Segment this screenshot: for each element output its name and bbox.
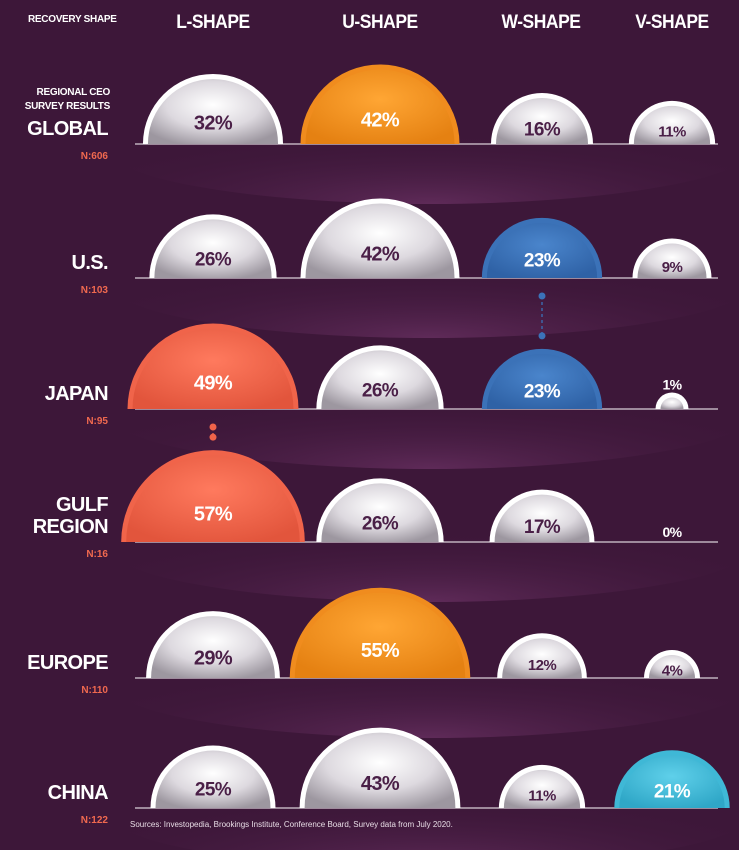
dome-u-s-w-shape	[481, 217, 603, 278]
value-label-global-w-shape: 16%	[524, 119, 561, 140]
n-label-japan: N:95	[86, 416, 108, 427]
dome-gulf-region-l-shape-fill	[126, 455, 300, 542]
n-label-europe: N:110	[81, 685, 108, 696]
dome-europe-l-shape	[146, 611, 280, 678]
region-label-europe: EUROPE	[27, 652, 108, 674]
value-label-china-w-shape: 11%	[528, 788, 556, 805]
dome-china-u-shape-fill	[304, 732, 456, 808]
region-label-u-s: U.S.	[71, 252, 109, 274]
column-header-w-shape: W-SHAPE	[501, 12, 581, 33]
n-label-u-s: N:103	[80, 285, 108, 296]
dome-europe-w-shape-fill	[502, 638, 582, 678]
value-label-japan-v-shape: 1%	[662, 377, 682, 393]
dome-japan-w-shape-fill	[486, 353, 598, 409]
column-header-l-shape: L-SHAPE	[176, 12, 250, 33]
connector-japan-gulf-region-dot-bottom	[209, 433, 217, 441]
value-label-u-s-v-shape: 9%	[662, 259, 683, 276]
value-label-japan-w-shape: 23%	[524, 381, 561, 402]
dome-gulf-region-w-shape-fill	[494, 494, 590, 542]
value-label-europe-w-shape: 12%	[528, 657, 556, 674]
value-label-global-l-shape: 32%	[194, 113, 233, 135]
dome-europe-u-shape-fill	[294, 592, 466, 678]
connector-japan-gulf-region	[209, 423, 217, 441]
dome-japan-v-shape-fill	[660, 397, 684, 409]
dome-china-v-shape	[614, 750, 730, 808]
dome-global-w-shape-fill	[496, 98, 588, 144]
dome-global-v-shape-fill	[633, 105, 711, 144]
dome-japan-l-shape-fill	[132, 328, 294, 409]
dome-global-u-shape	[300, 64, 460, 144]
column-header-u-shape: U-SHAPE	[342, 12, 418, 33]
dome-global-l-shape	[142, 73, 284, 144]
dome-gulf-region-u-shape-fill	[321, 483, 439, 542]
dome-u-s-u-shape	[300, 198, 460, 278]
dome-u-s-v-shape-fill	[637, 243, 707, 278]
dome-china-l-shape-fill	[155, 750, 271, 808]
value-label-global-u-shape: 42%	[361, 109, 400, 131]
value-label-china-l-shape: 25%	[195, 780, 232, 801]
dome-china-v-shape-fill	[619, 755, 725, 808]
dome-europe-l-shape-fill	[151, 616, 275, 678]
dome-europe-u-shape	[289, 587, 471, 678]
dome-japan-u-shape-fill	[321, 350, 439, 409]
value-label-global-v-shape: 11%	[658, 124, 686, 141]
dome-global-u-shape-fill	[305, 69, 455, 144]
dome-u-s-w-shape-fill	[486, 222, 598, 278]
region-label-japan: JAPAN	[44, 383, 109, 405]
value-label-japan-l-shape: 49%	[194, 372, 233, 394]
value-label-gulf-region-v-shape: 0%	[662, 524, 682, 540]
value-label-europe-v-shape: 4%	[662, 663, 683, 680]
dome-japan-l-shape	[127, 323, 299, 409]
connector-u-s-japan-dot-bottom	[538, 332, 546, 340]
connector-japan-gulf-region-dot-top	[209, 423, 217, 431]
dome-europe-v-shape	[644, 650, 700, 678]
value-label-china-u-shape: 43%	[361, 773, 400, 795]
value-label-europe-l-shape: 29%	[194, 648, 233, 670]
connector-u-s-japan	[538, 292, 546, 340]
dome-japan-u-shape	[316, 345, 444, 409]
value-label-japan-u-shape: 26%	[362, 380, 399, 401]
value-label-u-s-u-shape: 42%	[361, 243, 400, 265]
dome-gulf-region-u-shape	[316, 478, 444, 542]
value-label-china-v-shape: 21%	[654, 781, 691, 802]
dome-global-l-shape-fill	[147, 78, 279, 144]
dome-china-w-shape-fill	[503, 769, 581, 808]
dome-u-s-u-shape-fill	[305, 203, 455, 278]
value-label-u-s-w-shape: 23%	[524, 250, 561, 271]
dome-u-s-l-shape	[149, 214, 277, 278]
value-label-gulf-region-w-shape: 17%	[524, 517, 561, 538]
survey-subheader: REGIONAL CEO SURVEY RESULTS	[24, 87, 111, 112]
value-label-u-s-l-shape: 26%	[195, 249, 232, 270]
dome-japan-w-shape	[481, 348, 603, 409]
n-label-global: N:606	[80, 151, 108, 162]
n-label-gulf-region: N:16	[86, 549, 108, 560]
region-label-global: GLOBAL	[27, 118, 108, 140]
region-label-china: CHINA	[47, 782, 109, 804]
dome-china-l-shape	[150, 745, 276, 808]
dome-japan-v-shape	[655, 392, 689, 409]
dome-global-v-shape	[628, 100, 716, 144]
connector-u-s-japan-dot-top	[538, 292, 546, 300]
dome-china-u-shape	[299, 727, 461, 808]
dome-europe-w-shape	[497, 633, 587, 678]
dome-global-w-shape	[491, 93, 593, 144]
dome-u-s-l-shape-fill	[154, 219, 272, 278]
dome-gulf-region-l-shape	[121, 450, 305, 542]
region-label-gulf-region: GULF REGION	[32, 494, 109, 538]
value-label-gulf-region-l-shape: 57%	[194, 503, 233, 525]
value-label-gulf-region-u-shape: 26%	[362, 513, 399, 534]
value-label-europe-u-shape: 55%	[361, 640, 400, 662]
dome-china-w-shape	[498, 764, 586, 808]
n-label-china: N:122	[80, 815, 108, 826]
column-header-v-shape: V-SHAPE	[635, 12, 709, 33]
source-note: Sources: Investopedia, Brookings Institu…	[130, 820, 453, 829]
dome-gulf-region-w-shape	[489, 489, 595, 542]
corner-label: RECOVERY SHAPE	[28, 14, 117, 25]
dome-europe-v-shape-fill	[649, 655, 695, 678]
dome-u-s-v-shape	[632, 238, 712, 278]
